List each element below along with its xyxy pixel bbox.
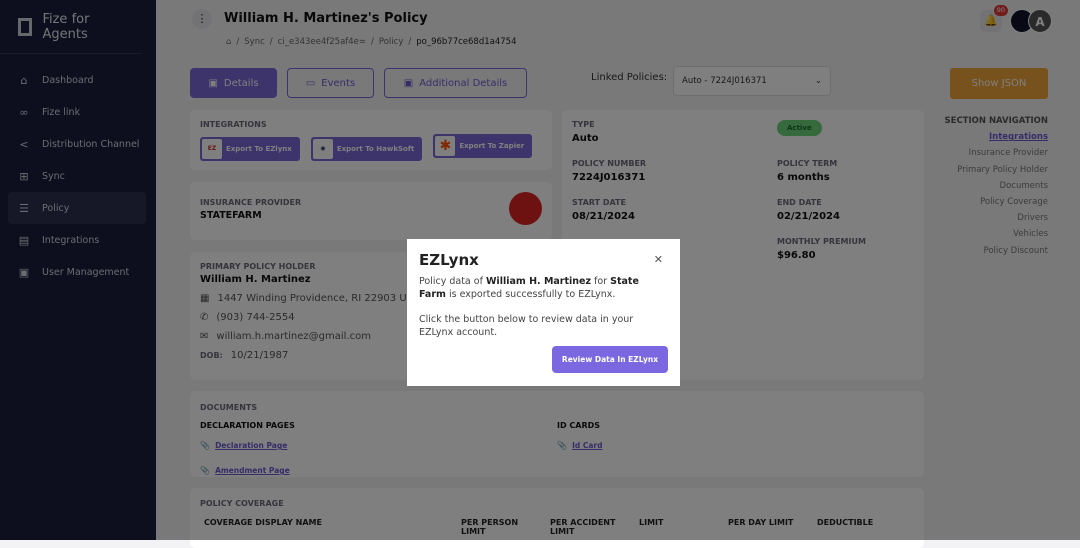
review-data-button[interactable]: Review Data In EZLynx [552,346,668,373]
ezlynx-modal: EZLynx ✕ Policy data of William H. Marti… [407,239,680,386]
modal-title: EZLynx [419,251,479,269]
modal-instruction: Click the button below to review data in… [419,314,634,338]
close-icon[interactable]: ✕ [653,253,663,266]
modal-message: Policy data of William H. Martinez for S… [419,276,639,300]
